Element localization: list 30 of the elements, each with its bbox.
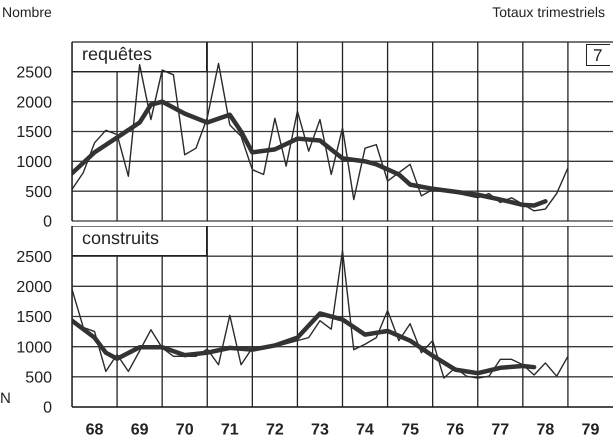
text: N [0, 390, 11, 407]
x-tick-label: 75 [401, 421, 420, 438]
label-box: construits [72, 226, 208, 256]
y-tick-label: 0 [43, 214, 52, 231]
y-tick-label: 1500 [16, 124, 52, 142]
y-tick-label: 2500 [16, 248, 52, 266]
y-tick-label: 1000 [16, 339, 52, 356]
label-box: requêtes [72, 42, 208, 72]
annotation: 7 [586, 44, 610, 66]
x-tick-label: 73 [311, 421, 329, 438]
y-tick-label: 2500 [16, 64, 52, 82]
y-tick-label: 500 [25, 184, 52, 201]
x-tick-label: 70 [176, 421, 194, 438]
y-tick-label: 1000 [16, 154, 52, 172]
x-tick-label: 69 [130, 421, 149, 438]
y-tick-label: 2000 [16, 94, 52, 112]
y-tick-label: 500 [25, 370, 52, 387]
x-tick-label: 71 [220, 421, 239, 438]
x-tick-label: 77 [491, 421, 510, 438]
x-tick-label: 79 [582, 421, 600, 438]
chart-title: Totaux trimestriels [492, 4, 605, 20]
y-axis-title: Nombre [2, 4, 52, 20]
y-tick-label: 1500 [16, 309, 52, 326]
x-tick-label: 72 [266, 421, 284, 438]
x-tick-label: 74 [356, 421, 374, 438]
x-tick-label: 78 [536, 421, 554, 438]
x-tick-label: 68 [86, 421, 104, 438]
x-tick-label: 76 [446, 421, 464, 438]
y-tick-label: 2000 [16, 279, 52, 296]
y-tick-label: 0 [43, 400, 52, 417]
